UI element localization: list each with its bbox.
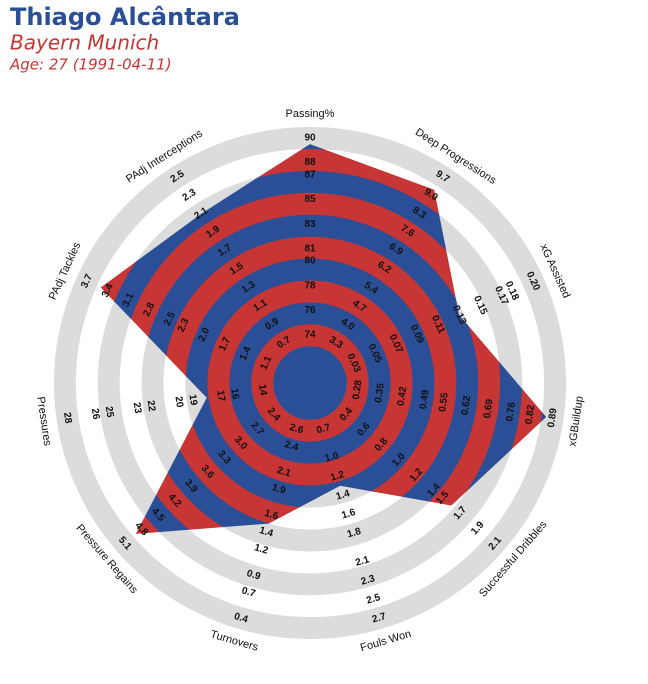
tick-label: 76 xyxy=(304,305,316,316)
tick-label: 0.9 xyxy=(245,568,262,583)
tick-label: 78 xyxy=(304,280,316,291)
tick-label: 81 xyxy=(304,243,316,254)
tick-label: 1.8 xyxy=(346,526,363,541)
chart-title: Thiago Alcântara xyxy=(10,3,240,31)
tick-label: 17 xyxy=(214,390,227,403)
tick-label: 0.7 xyxy=(315,422,332,437)
tick-label: 80 xyxy=(304,256,316,267)
tick-label: 3.7 xyxy=(79,272,95,290)
ring-band xyxy=(250,323,370,443)
tick-label: 26 xyxy=(89,408,102,421)
tick-label: 0.89 xyxy=(546,407,560,428)
tick-label: 0.82 xyxy=(524,404,538,425)
tick-label: 1.4 xyxy=(238,345,254,363)
tick-label: 87 xyxy=(304,169,316,180)
tick-label: 1.2 xyxy=(329,469,346,484)
tick-label: 1.4 xyxy=(335,488,352,503)
tick-label: 1.1 xyxy=(259,354,275,372)
tick-label: 1.4 xyxy=(258,525,275,540)
tick-label: 2.1 xyxy=(354,554,371,569)
tick-label: 0.76 xyxy=(504,401,518,422)
tick-label: 3.1 xyxy=(121,291,137,309)
tick-label: 0.62 xyxy=(460,395,474,416)
tick-label: 2.3 xyxy=(181,187,199,204)
tick-label: 1.6 xyxy=(263,508,280,523)
tick-label: 28 xyxy=(61,412,74,425)
tick-label: 2.5 xyxy=(162,310,178,328)
tick-label: 0.7 xyxy=(240,585,257,600)
tick-label: 85 xyxy=(304,194,316,205)
chart-caption: Age: 27 (1991-04-11) xyxy=(9,56,172,74)
tick-label: 88 xyxy=(304,157,316,168)
tick-label: 1.6 xyxy=(340,507,357,522)
tick-label: 0.4 xyxy=(233,611,250,626)
tick-label: 2.6 xyxy=(288,422,305,437)
tick-label: 19 xyxy=(186,394,199,407)
tick-label: 22 xyxy=(145,400,158,413)
tick-label: 1.9 xyxy=(469,519,487,537)
tick-label: 14 xyxy=(256,384,269,397)
tick-label: 0.28 xyxy=(351,379,365,400)
tick-label: 20 xyxy=(173,396,186,409)
tick-label: 0.49 xyxy=(418,389,432,410)
ring-center xyxy=(272,345,348,421)
tick-label: 25 xyxy=(103,406,116,419)
axis-label: Pressures xyxy=(34,396,53,447)
tick-label: 2.3 xyxy=(360,573,377,588)
tick-label: 23 xyxy=(131,402,144,415)
tick-label: 1.0 xyxy=(324,450,341,465)
tick-label: 2.8 xyxy=(141,301,157,319)
ring-band xyxy=(206,280,414,487)
tick-label: 2.1 xyxy=(276,465,293,480)
ring-band xyxy=(228,301,392,465)
tick-label: 2.0 xyxy=(197,326,213,344)
tick-label: 0.55 xyxy=(437,391,451,412)
tick-label: 83 xyxy=(304,219,316,230)
axis-label: xGBuildup xyxy=(567,395,586,447)
tick-label: 74 xyxy=(304,330,316,341)
tick-label: 16 xyxy=(228,388,241,401)
tick-label: 1.2 xyxy=(253,542,270,557)
tick-label: 3.4 xyxy=(100,282,116,300)
tick-label: 2.3 xyxy=(176,316,192,334)
tick-label: 2.5 xyxy=(365,592,382,607)
tick-label: 0.35 xyxy=(373,382,387,403)
chart-subtitle: Bayern Munich xyxy=(10,31,159,55)
axis-label: Passing% xyxy=(286,108,335,120)
tick-label: 90 xyxy=(304,133,316,144)
tick-label: 2.4 xyxy=(283,439,300,454)
tick-label: 0.42 xyxy=(396,385,410,406)
tick-label: 1.7 xyxy=(217,335,233,353)
ring-band xyxy=(53,126,567,640)
tick-label: 0.69 xyxy=(482,398,496,419)
tick-label: 1.9 xyxy=(271,482,288,497)
ring-band xyxy=(185,258,435,508)
tick-label: 2.7 xyxy=(371,611,388,626)
